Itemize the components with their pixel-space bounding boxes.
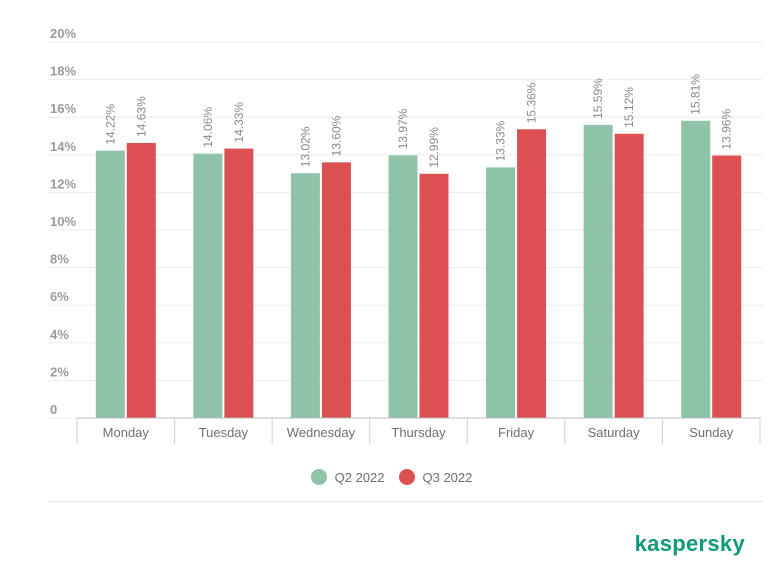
bar-q3[interactable]: [517, 129, 547, 418]
bar-q2[interactable]: [95, 150, 125, 418]
legend-marker-q2: [310, 469, 327, 485]
x-tick-label: Tuesday: [199, 425, 249, 440]
bar-q2[interactable]: [388, 155, 418, 418]
value-labels: 14.22% 14.63% 14.06% 14.33% 13.02% 13.60% 13.9…: [103, 74, 733, 168]
value-label: 15.36%: [525, 82, 539, 123]
value-label: 14.33%: [232, 102, 246, 143]
bar-q2[interactable]: [681, 120, 711, 418]
value-label: 13.60%: [329, 115, 343, 156]
bar-q2[interactable]: [583, 124, 613, 419]
bar-q3[interactable]: [614, 133, 644, 418]
bar-q3[interactable]: [419, 173, 449, 418]
x-tick-label: Thursday: [391, 425, 446, 440]
bar-q3[interactable]: [712, 155, 742, 418]
legend: Q2 2022 Q3 2022: [0, 469, 783, 485]
bars: [95, 120, 742, 419]
bar-q2[interactable]: [486, 167, 516, 418]
legend-label-q3: Q3 2022: [422, 469, 473, 485]
value-label: 13.96%: [720, 109, 734, 150]
y-tick-label: 14%: [50, 139, 76, 154]
y-tick-label: 6%: [50, 289, 69, 304]
legend-item-q2[interactable]: Q2 2022: [310, 469, 385, 485]
bar-q2[interactable]: [193, 153, 223, 418]
value-label: 14.63%: [134, 96, 148, 137]
legend-item-q3[interactable]: Q3 2022: [398, 469, 473, 485]
x-tick-label: Saturday: [588, 425, 641, 440]
y-tick-label: 20%: [50, 26, 76, 41]
legend-label-q2: Q2 2022: [334, 469, 385, 485]
value-label: 15.59%: [591, 78, 605, 119]
value-label: 15.81%: [689, 74, 703, 115]
bar-chart: 0 2% 4% 6% 8% 10% 12% 14% 16% 18% 20% 14.22% 14.63%…: [48, 26, 763, 444]
bar-q3[interactable]: [224, 148, 254, 418]
y-tick-label: 10%: [50, 214, 76, 229]
legend-divider: [48, 501, 763, 502]
x-axis: Monday Tuesday Wednesday Thursday Friday Satu…: [76, 417, 761, 444]
value-label: 14.06%: [201, 107, 215, 148]
y-axis-ticks: 0 2% 4% 6% 8% 10% 12% 14% 16% 18% 20%: [50, 26, 76, 417]
y-tick-label: 16%: [50, 101, 76, 116]
value-label: 13.97%: [396, 108, 410, 149]
bar-q3[interactable]: [126, 142, 156, 418]
x-tick-label: Friday: [498, 425, 535, 440]
x-tick-label: Wednesday: [287, 425, 356, 440]
kaspersky-logo: kaspersky: [634, 531, 745, 556]
y-tick-label: 18%: [50, 64, 76, 79]
value-label: 12.99%: [427, 127, 441, 168]
y-tick-label: 4%: [50, 327, 69, 342]
y-tick-label: 8%: [50, 252, 69, 267]
y-tick-label: 0: [50, 402, 57, 417]
x-tick-label: Sunday: [689, 425, 734, 440]
value-label: 13.02%: [298, 126, 312, 167]
legend-marker-q3: [398, 469, 415, 485]
value-label: 14.22%: [103, 104, 117, 145]
x-tick-label: Monday: [103, 425, 150, 440]
bar-q2[interactable]: [290, 173, 320, 418]
bar-q3[interactable]: [321, 162, 351, 418]
value-label: 13.33%: [494, 120, 508, 161]
y-tick-label: 12%: [50, 176, 76, 191]
y-tick-label: 2%: [50, 364, 69, 379]
value-label: 15.12%: [622, 87, 636, 128]
